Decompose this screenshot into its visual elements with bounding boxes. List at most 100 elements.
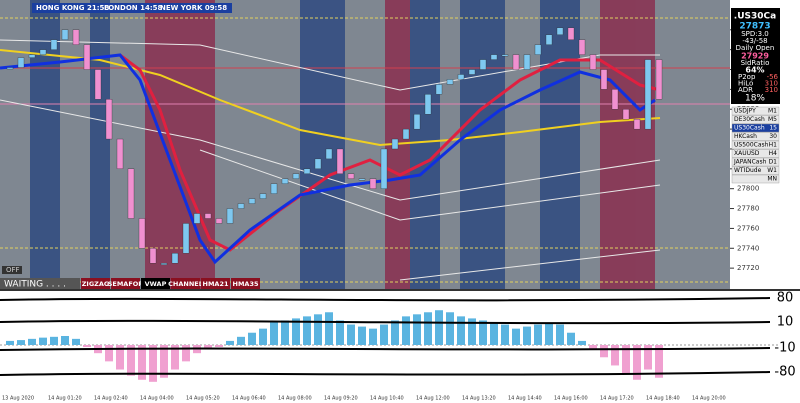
histogram-bar	[457, 316, 465, 345]
symbol-button[interactable]	[731, 106, 780, 116]
histogram-bar	[655, 345, 663, 378]
histogram-bar	[237, 336, 245, 345]
time-axis	[0, 393, 800, 403]
toolbar-button[interactable]	[81, 278, 110, 289]
symbol-button[interactable]	[731, 115, 780, 124]
session: NEW YORK 09:58	[160, 4, 227, 12]
session-bar: HONG KONG 21:58 LONDON 14:58 NEW YORK 09…	[32, 3, 232, 13]
osc-label: 80	[777, 291, 794, 306]
candle	[138, 218, 146, 249]
time-label: 14 Aug 04:00	[140, 396, 174, 402]
histogram-bar	[578, 340, 586, 345]
status: WAITING . . . .	[4, 280, 66, 290]
histogram-bar	[391, 320, 399, 345]
candle	[644, 59, 652, 130]
price-label: 27800	[737, 185, 759, 193]
symbol-name: XAUUSD	[734, 150, 760, 157]
candle	[567, 27, 575, 40]
candle	[556, 27, 564, 35]
toolbar-button[interactable]	[111, 278, 140, 289]
osc-label: 10	[777, 315, 794, 330]
toolbar-label: CHANNEL	[168, 280, 203, 288]
candle	[501, 54, 509, 57]
symbol-button[interactable]	[731, 132, 780, 141]
candle	[413, 114, 421, 130]
time-label: 14 Aug 06:40	[232, 396, 266, 402]
histogram-bar	[424, 312, 432, 345]
channel-line	[199, 149, 661, 221]
histogram-bar	[215, 345, 223, 348]
histogram-bar	[50, 336, 58, 345]
band	[460, 0, 505, 289]
toolbar-label: VWAP	[145, 280, 167, 288]
osc-bg	[0, 291, 780, 393]
time-label: 14 Aug 18:40	[646, 396, 680, 402]
toolbar-label: ZIGZAG	[82, 280, 110, 288]
symbol-button[interactable]	[731, 166, 780, 175]
hand-line	[0, 371, 771, 376]
info-value: 310	[765, 86, 778, 94]
histogram-bar	[105, 345, 113, 362]
hma-line	[0, 53, 656, 265]
toolbar-button[interactable]	[231, 278, 260, 289]
band	[600, 0, 655, 289]
hand-line	[0, 319, 771, 325]
candle	[435, 84, 443, 95]
toolbar-label: SEMAFOR	[108, 280, 144, 288]
candle	[391, 138, 399, 150]
candle	[28, 54, 36, 58]
candle	[468, 69, 476, 75]
candle	[171, 253, 179, 264]
candle	[105, 99, 113, 140]
histogram-bar	[336, 320, 344, 345]
band	[300, 0, 345, 289]
oscillator	[6, 310, 663, 382]
histogram-bar	[303, 316, 311, 345]
time-label: 14 Aug 13:20	[462, 396, 496, 402]
symbol-tf: M1	[768, 108, 777, 115]
price-label: 27720	[737, 264, 759, 272]
time-label: 14 Aug 12:00	[416, 396, 450, 402]
histogram-bar	[292, 318, 300, 345]
time-label: 14 Aug 10:40	[370, 396, 404, 402]
histogram-bar	[402, 316, 410, 345]
candle	[347, 173, 355, 179]
histogram-bar	[611, 345, 619, 366]
band	[145, 0, 215, 289]
symbol-button[interactable]	[731, 174, 780, 184]
histogram-bar	[435, 310, 443, 345]
change: -43/-58	[742, 37, 767, 45]
candle	[72, 29, 80, 45]
spread: SPD:3.0	[741, 30, 769, 38]
symbol-button[interactable]	[731, 140, 780, 150]
candle	[545, 34, 553, 45]
histogram-bar	[347, 324, 355, 345]
histogram-bar	[149, 345, 157, 382]
off-button[interactable]	[2, 266, 22, 274]
symbol-tf: D1	[769, 159, 778, 166]
candle	[578, 39, 586, 55]
osc-label: -80	[774, 365, 795, 380]
toolbar-button[interactable]	[201, 278, 230, 289]
candle	[248, 198, 256, 204]
hma-line	[119, 53, 661, 252]
info-bg	[731, 8, 780, 104]
candle	[160, 263, 168, 265]
histogram-bar	[446, 312, 454, 345]
histogram-bar	[600, 345, 608, 358]
toolbar-button[interactable]	[141, 278, 170, 289]
symbol-name: USDJPY	[734, 108, 756, 115]
candle	[534, 44, 542, 55]
info-name: HiLo	[738, 80, 753, 88]
time-label: 14 Aug 17:20	[600, 396, 634, 402]
symbol-tf: H1	[769, 142, 778, 149]
channel-line	[0, 39, 660, 91]
histogram-bar	[512, 328, 520, 345]
toolbar-button[interactable]	[171, 278, 200, 289]
symbol-button[interactable]	[731, 157, 780, 167]
histogram-bar	[127, 345, 135, 376]
symbol-button[interactable]	[731, 149, 780, 158]
symbol-button[interactable]	[731, 123, 780, 133]
histogram-bar	[534, 324, 542, 345]
candle	[589, 54, 597, 70]
